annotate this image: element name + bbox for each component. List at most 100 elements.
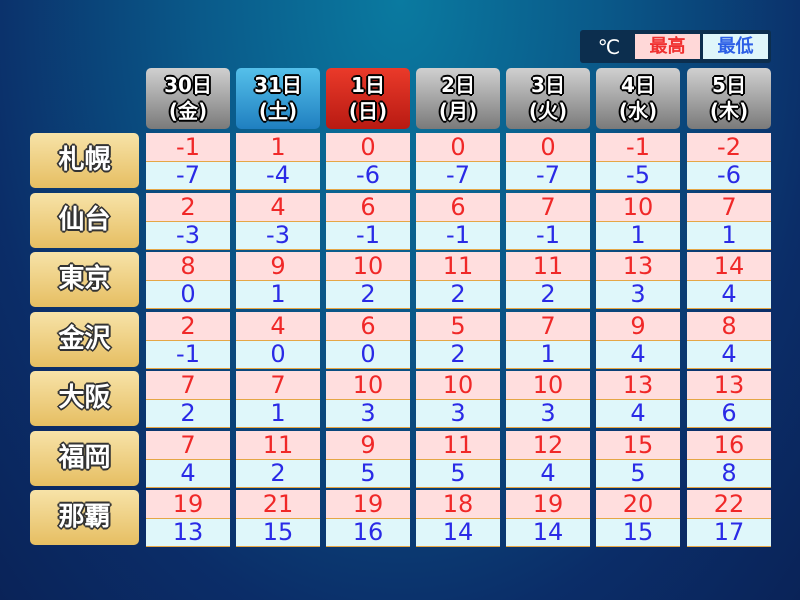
high-temp: 15 xyxy=(596,430,680,459)
high-temp: 7 xyxy=(146,430,230,459)
day-date: 1日 xyxy=(351,73,385,97)
day-header: 31日 (土) xyxy=(236,68,320,129)
temp-cell: 2 -1 xyxy=(146,311,230,369)
high-temp: 12 xyxy=(506,430,590,459)
high-temp: -1 xyxy=(146,133,230,161)
high-temp: 11 xyxy=(236,430,320,459)
low-temp: 0 xyxy=(326,340,410,368)
day-weekday: (月) xyxy=(438,99,478,123)
day-date: 30日 xyxy=(164,73,212,97)
temp-cell: 12 4 xyxy=(506,430,590,488)
temp-cell: 0 -6 xyxy=(326,133,410,190)
low-temp: -1 xyxy=(326,221,410,249)
high-temp: 11 xyxy=(416,252,500,280)
day-date: 4日 xyxy=(621,73,655,97)
day-weekday: (木) xyxy=(709,99,749,123)
high-temp: 22 xyxy=(687,490,771,518)
temp-cell: 13 3 xyxy=(596,252,680,309)
low-temp: 8 xyxy=(687,459,771,487)
low-temp: 2 xyxy=(416,340,500,368)
low-temp: 6 xyxy=(687,400,771,427)
low-temp: -7 xyxy=(506,162,590,189)
temp-cell: 14 4 xyxy=(687,252,771,309)
city-label: 大阪 xyxy=(30,371,139,426)
city-label: 仙台 xyxy=(30,192,139,248)
temp-cell: 11 5 xyxy=(416,430,500,488)
high-temp: 2 xyxy=(146,192,230,221)
low-temp: 1 xyxy=(506,340,590,368)
temp-cell: 16 8 xyxy=(687,430,771,488)
high-temp: 10 xyxy=(416,371,500,399)
high-temp: 7 xyxy=(506,311,590,340)
high-temp: 9 xyxy=(236,252,320,280)
high-temp: 19 xyxy=(326,490,410,518)
high-temp: 11 xyxy=(506,252,590,280)
low-temp: 14 xyxy=(506,519,590,546)
low-temp: 15 xyxy=(236,519,320,546)
high-temp: 11 xyxy=(416,430,500,459)
temp-cell: 1 -4 xyxy=(236,133,320,190)
city-label: 札幌 xyxy=(30,133,139,188)
low-temp: 2 xyxy=(506,281,590,308)
low-temp: 15 xyxy=(596,519,680,546)
day-date: 5日 xyxy=(712,73,746,97)
low-temp: 1 xyxy=(236,281,320,308)
temp-cell: 10 3 xyxy=(416,371,500,428)
temp-cell: -1 -7 xyxy=(146,133,230,190)
temp-cell: 11 2 xyxy=(236,430,320,488)
low-temp: 3 xyxy=(416,400,500,427)
low-temp: -4 xyxy=(236,162,320,189)
temp-cell: 10 2 xyxy=(326,252,410,309)
temp-cell: -2 -6 xyxy=(687,133,771,190)
high-temp: 7 xyxy=(146,371,230,399)
high-temp: 0 xyxy=(506,133,590,161)
low-temp: 4 xyxy=(596,340,680,368)
high-temp: 4 xyxy=(236,192,320,221)
city-label: 那覇 xyxy=(30,490,139,545)
high-temp: 10 xyxy=(326,371,410,399)
high-temp: 16 xyxy=(687,430,771,459)
day-weekday: (土) xyxy=(258,99,298,123)
low-temp: 5 xyxy=(596,459,680,487)
low-temp: 2 xyxy=(146,400,230,427)
high-temp: 21 xyxy=(236,490,320,518)
high-temp: 13 xyxy=(596,371,680,399)
city-label: 金沢 xyxy=(30,311,139,367)
temp-cell: 10 1 xyxy=(596,192,680,250)
low-temp: 4 xyxy=(687,281,771,308)
legend-low: 最低 xyxy=(703,34,768,59)
low-temp: -7 xyxy=(146,162,230,189)
day-date: 2日 xyxy=(441,73,475,97)
city-label: 福岡 xyxy=(30,430,139,486)
low-temp: 3 xyxy=(596,281,680,308)
low-temp: 3 xyxy=(326,400,410,427)
high-temp: 13 xyxy=(687,371,771,399)
high-temp: 19 xyxy=(506,490,590,518)
temp-cell: 13 6 xyxy=(687,371,771,428)
high-temp: 4 xyxy=(236,311,320,340)
high-temp: 18 xyxy=(416,490,500,518)
high-temp: 9 xyxy=(596,311,680,340)
high-temp: 9 xyxy=(326,430,410,459)
high-temp: 6 xyxy=(326,192,410,221)
temp-cell: -1 -5 xyxy=(596,133,680,190)
low-temp: 5 xyxy=(326,459,410,487)
temp-cell: 15 5 xyxy=(596,430,680,488)
unit-label: ℃ xyxy=(597,34,621,59)
low-temp: -6 xyxy=(687,162,771,189)
high-temp: 7 xyxy=(236,371,320,399)
high-temp: 7 xyxy=(506,192,590,221)
high-temp: 8 xyxy=(687,311,771,340)
low-temp: 0 xyxy=(236,340,320,368)
legend-high: 最高 xyxy=(635,34,700,59)
temp-cell: 11 2 xyxy=(506,252,590,309)
low-temp: 4 xyxy=(596,400,680,427)
